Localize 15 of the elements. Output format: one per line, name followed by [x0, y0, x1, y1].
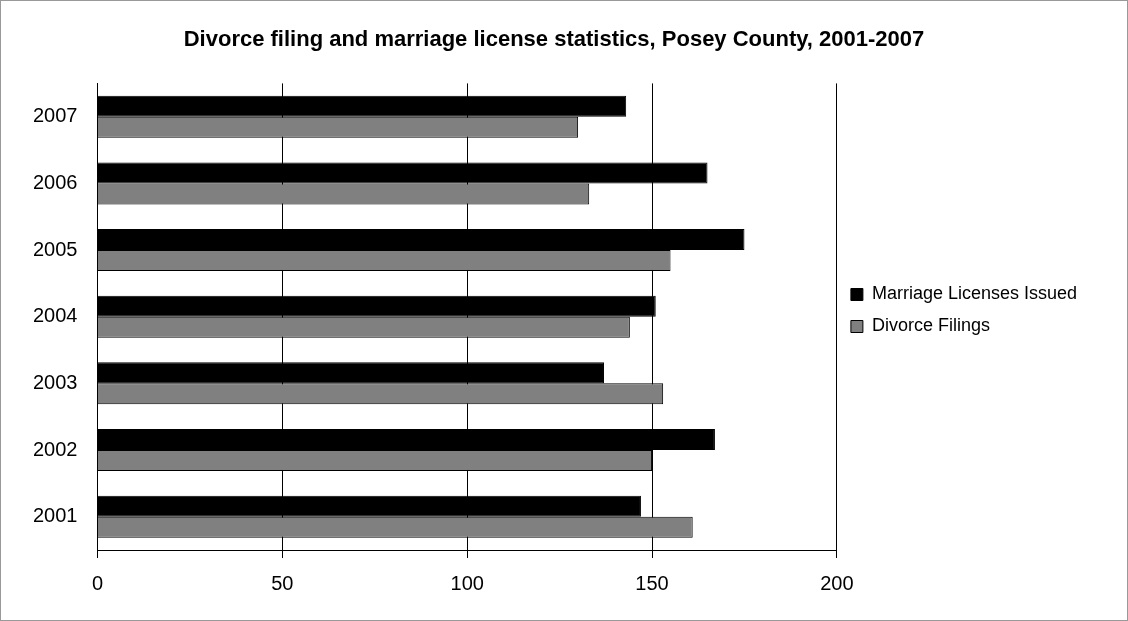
x-tick-label: 100	[450, 571, 484, 594]
legend-label: Marriage Licenses Issued	[871, 283, 1078, 304]
y-tick-label: 2003	[32, 370, 78, 393]
x-tick-label: 0	[91, 571, 104, 594]
y-tick-label: 2001	[32, 504, 78, 527]
x-tick-label: 200	[820, 571, 854, 594]
chart-title: Divorce filing and marriage license statistics, Posey County, 2001-2007	[183, 26, 925, 52]
x-tick-label: 50	[271, 571, 294, 594]
y-tick-label: 2005	[32, 237, 78, 260]
y-tick-label: 2004	[32, 304, 78, 327]
y-tick-label: 2006	[32, 170, 78, 193]
legend-label: Divorce Filings	[871, 315, 990, 336]
x-tick-label: 150	[635, 571, 669, 594]
y-tick-label: 2007	[32, 104, 78, 127]
y-tick-label: 2002	[32, 437, 78, 460]
